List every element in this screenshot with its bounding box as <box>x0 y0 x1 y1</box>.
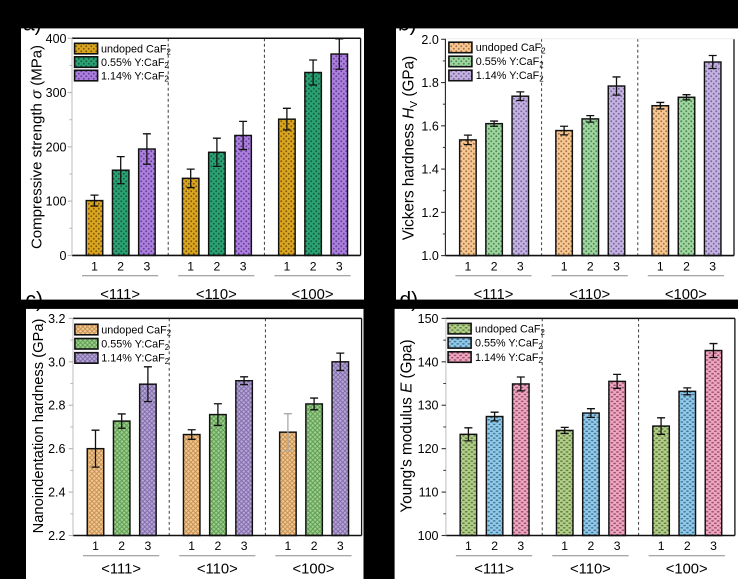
svg-text:1: 1 <box>465 539 472 553</box>
svg-text:3: 3 <box>613 259 620 273</box>
svg-text:1.4: 1.4 <box>421 163 438 177</box>
svg-text:1: 1 <box>92 539 99 553</box>
svg-text:<110>: <110> <box>196 287 237 303</box>
svg-text:100: 100 <box>418 529 439 543</box>
svg-text:1: 1 <box>657 259 664 273</box>
svg-text:1.0: 1.0 <box>421 249 438 263</box>
svg-text:Young's modulus E (Gpa): Young's modulus E (Gpa) <box>399 339 416 512</box>
svg-text:2: 2 <box>684 539 691 553</box>
svg-text:2: 2 <box>491 259 498 273</box>
svg-text:3: 3 <box>336 259 343 273</box>
svg-text:1.14% Y:CaF2​: 1.14% Y:CaF2​ <box>475 352 543 365</box>
svg-text:1: 1 <box>91 259 98 273</box>
svg-text:0.55% Y:CaF2​: 0.55% Y:CaF2​ <box>476 56 544 69</box>
svg-text:Compressive strength σ (MPa): Compressive strength σ (MPa) <box>28 45 45 249</box>
svg-text:2: 2 <box>491 539 498 553</box>
svg-text:2: 2 <box>215 539 222 553</box>
svg-text:3: 3 <box>709 259 716 273</box>
svg-text:3: 3 <box>241 539 248 553</box>
svg-text:3: 3 <box>614 539 621 553</box>
svg-text:300: 300 <box>46 86 67 100</box>
svg-text:<111>: <111> <box>101 561 141 577</box>
svg-text:200: 200 <box>46 140 67 154</box>
svg-text:1: 1 <box>187 259 194 273</box>
svg-text:<110>: <110> <box>570 561 611 577</box>
svg-text:<100>: <100> <box>293 561 335 577</box>
svg-text:b): b) <box>398 13 417 36</box>
svg-text:1: 1 <box>658 539 665 553</box>
svg-text:2: 2 <box>310 259 317 273</box>
svg-text:2: 2 <box>214 259 221 273</box>
svg-text:2.2: 2.2 <box>48 529 65 543</box>
svg-text:1.14% Y:CaF2​: 1.14% Y:CaF2​ <box>101 353 169 366</box>
svg-text:0.55% Y:CaF2​: 0.55% Y:CaF2​ <box>101 339 169 352</box>
svg-text:1.14% Y:CaF2​: 1.14% Y:CaF2​ <box>476 70 544 83</box>
svg-text:c): c) <box>26 289 44 312</box>
svg-text:2: 2 <box>118 539 125 553</box>
svg-text:1.14% Y:CaF2​: 1.14% Y:CaF2​ <box>101 70 169 83</box>
svg-text:3: 3 <box>144 259 151 273</box>
svg-text:<100>: <100> <box>666 561 708 577</box>
svg-text:2.4: 2.4 <box>48 486 65 500</box>
svg-text:1: 1 <box>285 539 292 553</box>
svg-text:Nanoindentation hardness (GPa): Nanoindentation hardness (GPa) <box>31 319 47 534</box>
svg-text:Vickers hardness HV​ (GPa): Vickers hardness HV​ (GPa) <box>401 56 420 240</box>
svg-text:2: 2 <box>683 259 690 273</box>
svg-text:2: 2 <box>311 539 318 553</box>
svg-text:<111>: <111> <box>100 287 140 303</box>
svg-text:0.55% Y:CaF2​: 0.55% Y:CaF2​ <box>101 57 169 70</box>
svg-text:150: 150 <box>418 312 439 326</box>
svg-text:120: 120 <box>418 442 439 456</box>
svg-text:3.2: 3.2 <box>48 312 65 326</box>
svg-text:3: 3 <box>337 539 344 553</box>
svg-text:2.6: 2.6 <box>48 442 65 456</box>
svg-text:1: 1 <box>465 259 472 273</box>
svg-text:3: 3 <box>710 539 717 553</box>
svg-text:3: 3 <box>145 539 152 553</box>
svg-text:a): a) <box>23 13 42 36</box>
svg-text:1: 1 <box>284 259 291 273</box>
svg-text:2: 2 <box>588 539 595 553</box>
svg-text:2.0: 2.0 <box>421 33 438 47</box>
svg-text:3: 3 <box>240 259 247 273</box>
svg-text:2: 2 <box>117 259 124 273</box>
svg-text:100: 100 <box>46 195 67 209</box>
svg-text:1: 1 <box>561 539 568 553</box>
svg-text:3.0: 3.0 <box>48 355 65 369</box>
svg-text:3: 3 <box>517 539 524 553</box>
svg-text:3: 3 <box>517 259 524 273</box>
svg-text:1.6: 1.6 <box>421 119 438 133</box>
svg-text:d): d) <box>400 289 419 312</box>
svg-text:2.8: 2.8 <box>48 399 65 413</box>
svg-text:<100>: <100> <box>665 287 707 303</box>
svg-text:1: 1 <box>188 539 195 553</box>
svg-text:<110>: <110> <box>197 561 238 577</box>
svg-text:130: 130 <box>418 399 439 413</box>
svg-text:<111>: <111> <box>474 287 514 303</box>
svg-text:0: 0 <box>60 249 67 263</box>
svg-text:undoped CaF2​: undoped CaF2​ <box>101 43 171 56</box>
svg-text:undoped CaF2​: undoped CaF2​ <box>475 323 545 336</box>
svg-text:2: 2 <box>587 259 594 273</box>
svg-text:140: 140 <box>418 355 439 369</box>
svg-text:undoped CaF2​: undoped CaF2​ <box>101 324 171 337</box>
svg-text:110: 110 <box>419 486 439 500</box>
svg-text:1.8: 1.8 <box>421 76 438 90</box>
svg-text:undoped CaF2​: undoped CaF2​ <box>476 42 546 55</box>
svg-text:1.2: 1.2 <box>421 206 438 220</box>
svg-text:1: 1 <box>561 259 568 273</box>
svg-text:<111>: <111> <box>474 561 514 577</box>
svg-text:<110>: <110> <box>569 287 610 303</box>
svg-text:400: 400 <box>46 32 67 46</box>
svg-text:<100>: <100> <box>292 287 334 303</box>
svg-text:0.55% Y:CaF2​: 0.55% Y:CaF2​ <box>475 338 543 351</box>
